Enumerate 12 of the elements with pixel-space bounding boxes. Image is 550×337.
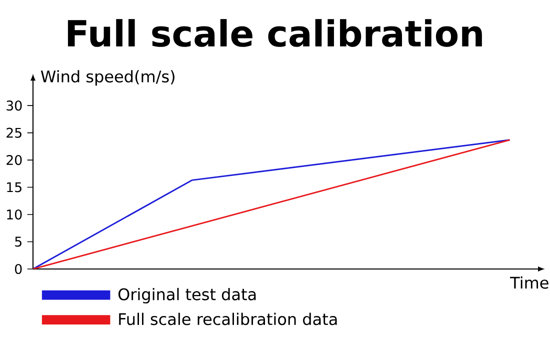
legend-label: Original test data [118,288,256,304]
y-tick-label: 10 [7,209,22,220]
y-tick-label: 25 [6,128,22,138]
y-tick-label: 15 [7,182,22,192]
y-tick-label: 20 [6,154,22,166]
y-axis-title: Wind speed(m/s) [40,70,174,86]
x-axis-title: Time [510,276,548,289]
legend-label: Full scale recalibration data [119,312,337,326]
chart-title: Full scale calibration [68,19,482,47]
y-tick-label: 0 [14,264,22,274]
y-tick-label: 30 [6,100,22,111]
y-tick-label: 5 [15,236,22,247]
